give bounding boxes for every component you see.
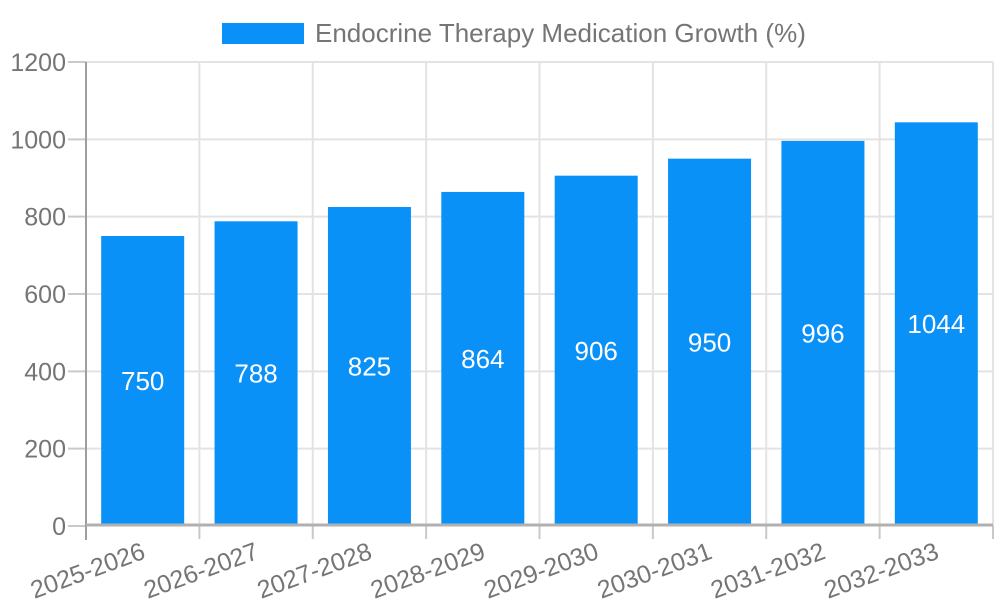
bar-value-label: 1044 (907, 309, 965, 339)
x-axis-tick-label: 2026-2027 (140, 537, 262, 600)
legend-swatch (222, 22, 304, 44)
y-axis-tick-label: 1200 (10, 49, 66, 77)
chart-legend: Endocrine Therapy Medication Growth (%) (222, 17, 806, 49)
bar-2025-2026 (101, 236, 185, 526)
bar-value-label: 996 (801, 318, 844, 348)
x-axis-tick-label: 2025-2026 (27, 537, 149, 600)
bar-value-label: 864 (461, 344, 504, 374)
bar-2029-2030 (554, 175, 638, 526)
y-axis-tick-label: 400 (24, 358, 66, 386)
bar-2030-2031 (668, 158, 752, 526)
x-axis-tick-label: 2031-2032 (707, 537, 829, 600)
y-axis-tick-label: 1000 (10, 126, 66, 154)
y-axis-tick-label: 800 (24, 204, 66, 232)
bar-2031-2032 (781, 140, 865, 526)
x-axis-tick-label: 2027-2028 (254, 537, 376, 600)
bar-2028-2029 (441, 191, 525, 527)
x-axis-tick-label: 2028-2029 (367, 537, 489, 600)
legend-label: Endocrine Therapy Medication Growth (%) (315, 18, 806, 48)
x-axis-tick-label: 2032-2033 (820, 537, 942, 600)
bar-value-label: 906 (574, 336, 617, 366)
bar-2027-2028 (327, 207, 411, 526)
bar-value-label: 950 (688, 327, 731, 357)
bar-2026-2027 (214, 221, 298, 526)
bar-value-label: 788 (234, 359, 277, 389)
bar-value-label: 750 (121, 366, 164, 396)
bar-2032-2033 (894, 122, 978, 526)
y-axis-tick-label: 0 (52, 513, 66, 541)
y-axis-tick-label: 600 (24, 281, 66, 309)
x-axis-tick-label: 2030-2031 (594, 537, 716, 600)
bar-value-label: 825 (348, 352, 391, 382)
x-axis-tick-label: 2029-2030 (480, 537, 602, 600)
y-axis-tick-label: 200 (24, 436, 66, 464)
